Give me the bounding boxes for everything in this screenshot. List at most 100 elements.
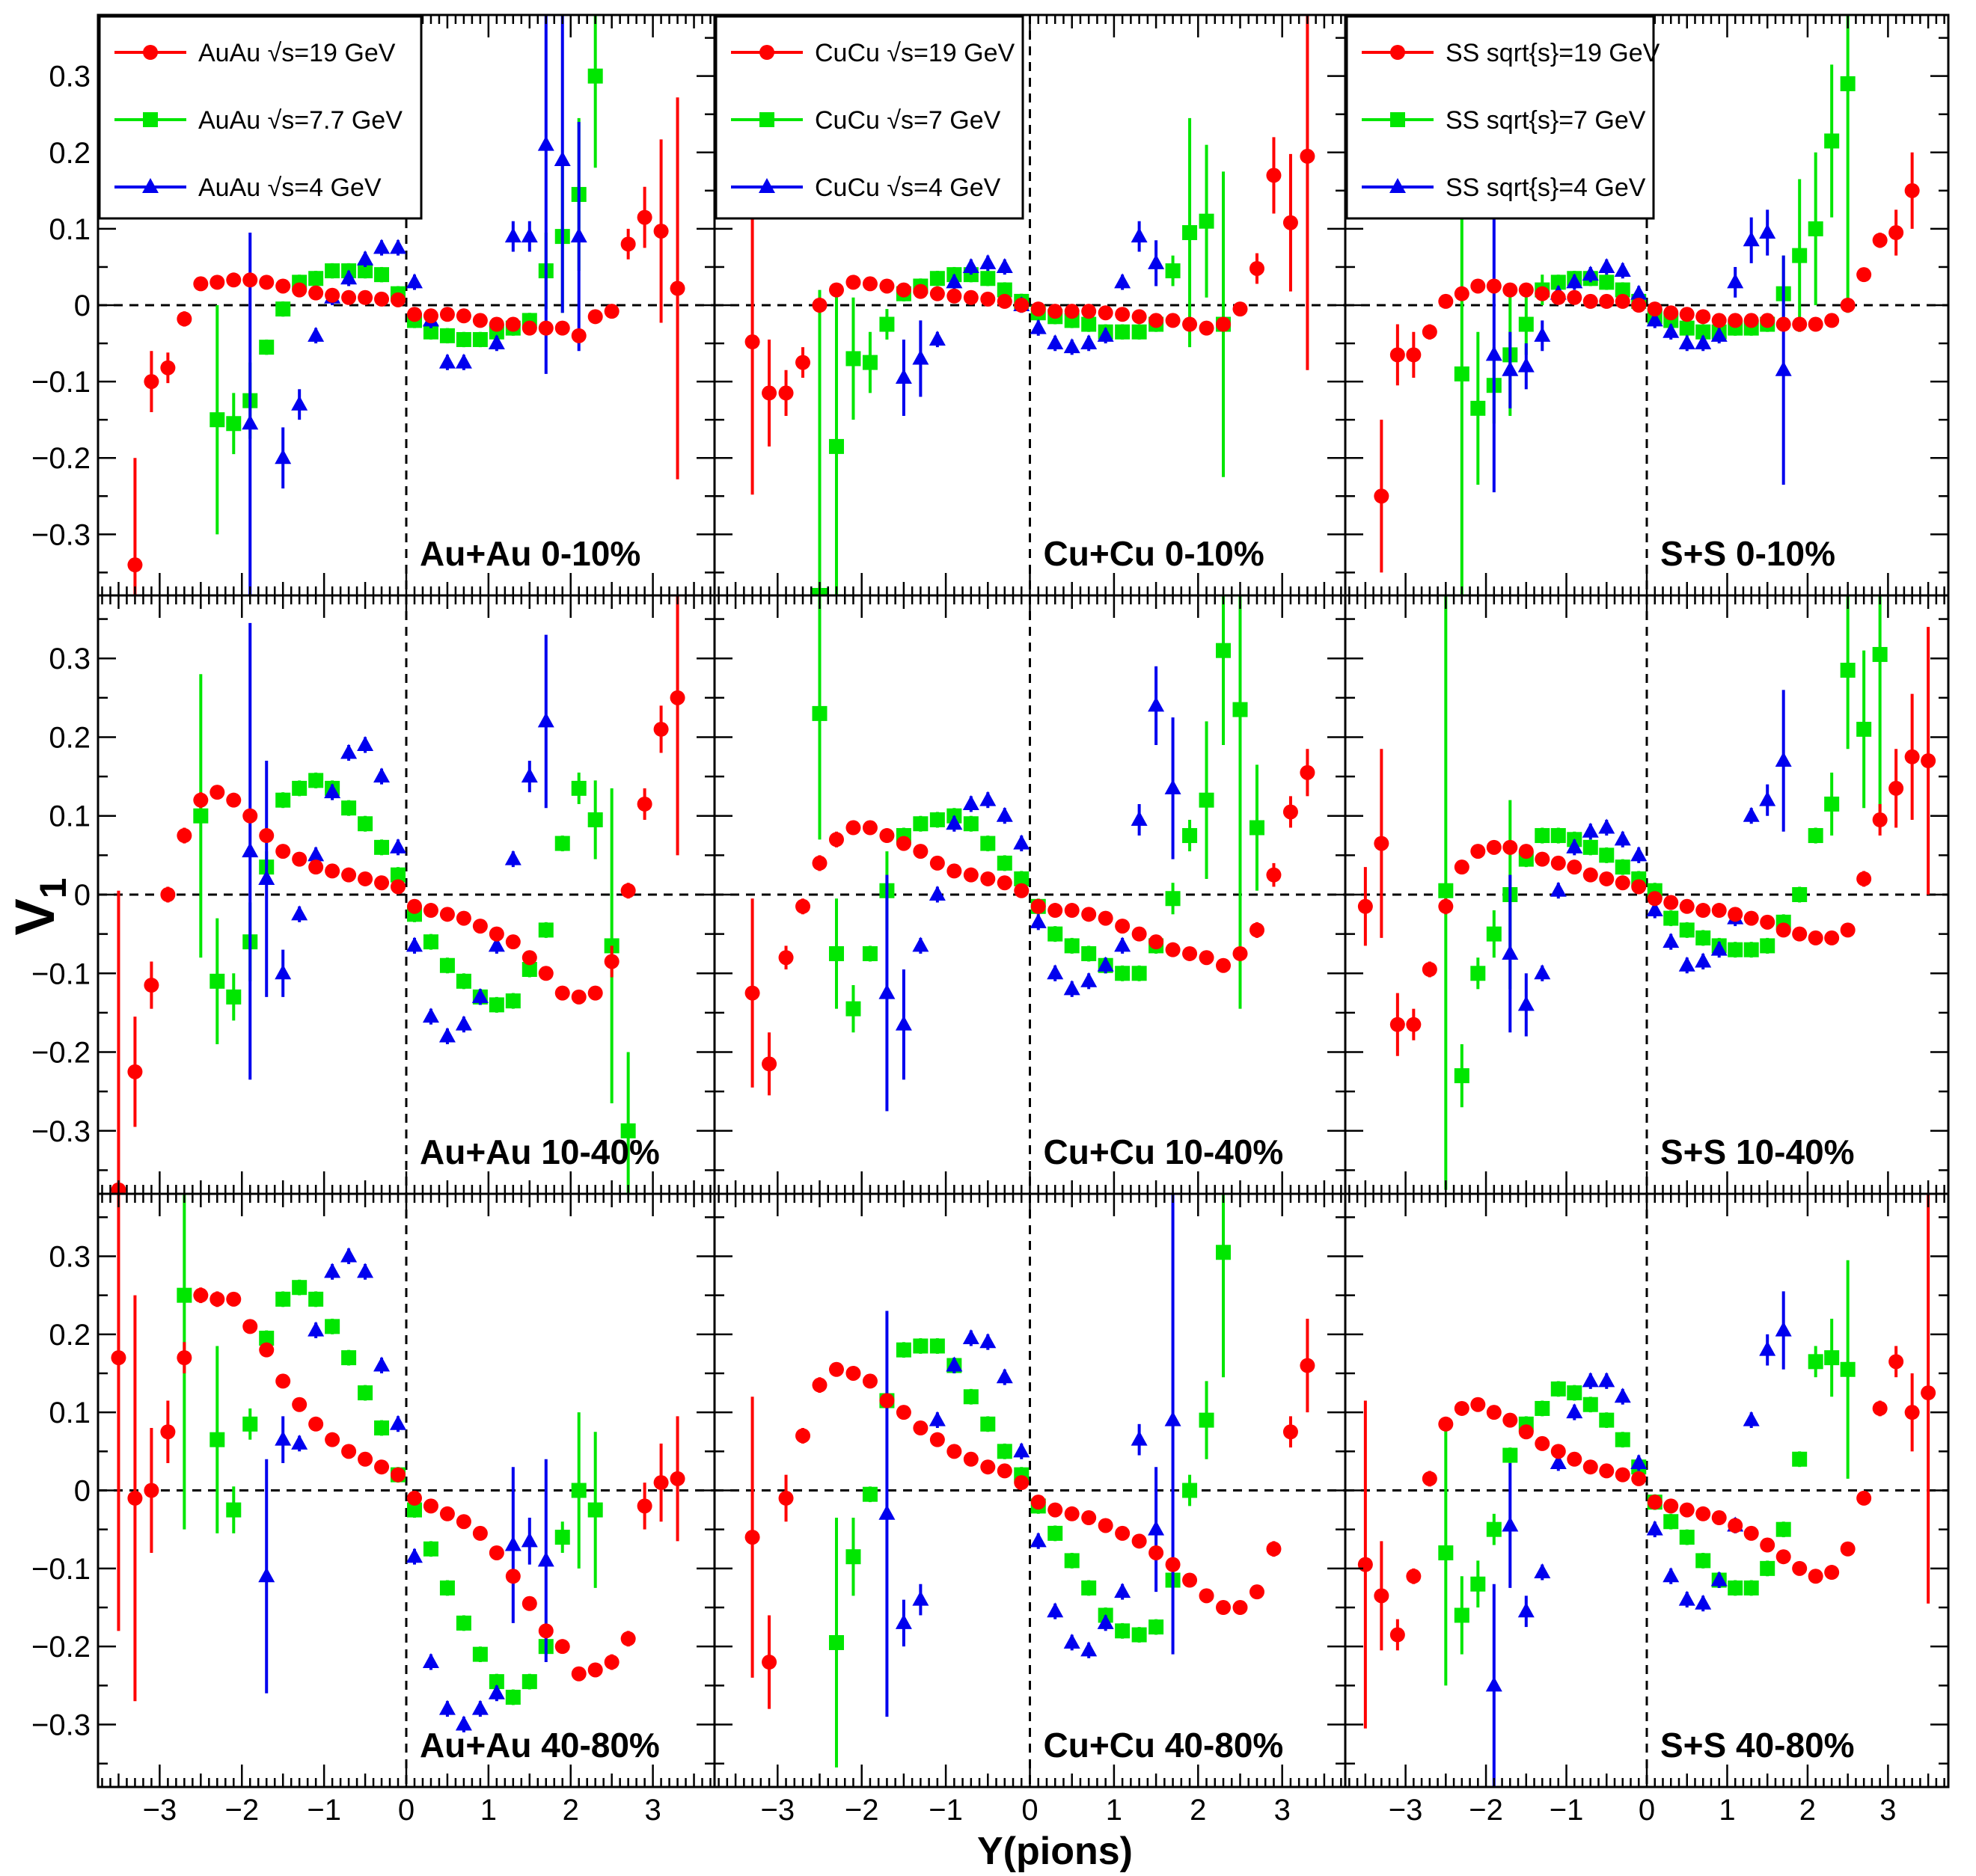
data-point-square	[177, 1287, 192, 1303]
data-point-circle	[144, 978, 159, 993]
data-point-circle	[744, 1530, 760, 1545]
data-point-triangle	[1663, 322, 1680, 338]
data-point-circle	[1888, 780, 1904, 796]
legend-label: AuAu √s=7.7 GeV	[198, 106, 403, 135]
data-point-circle	[1728, 313, 1743, 328]
data-point-triangle	[1759, 791, 1776, 806]
data-point-square	[456, 973, 471, 989]
data-point-square	[845, 351, 861, 367]
data-point-triangle	[1598, 818, 1615, 834]
data-point-circle	[127, 1490, 143, 1506]
data-point-circle	[1148, 934, 1164, 950]
data-point-circle	[521, 1595, 537, 1611]
x-tick-label: 0	[1021, 1794, 1038, 1827]
data-point-circle	[1182, 1572, 1198, 1588]
data-point-circle	[997, 875, 1012, 891]
data-point-triangle	[422, 1008, 439, 1023]
data-point-circle	[1030, 1495, 1046, 1510]
data-point-circle	[1486, 1405, 1502, 1420]
data-point-square	[423, 934, 438, 950]
data-point-square	[1792, 248, 1808, 263]
data-point-square	[308, 773, 324, 788]
y-tick-label: 0.1	[49, 213, 91, 246]
data-point-circle	[1470, 1397, 1486, 1412]
data-point-circle	[341, 867, 357, 883]
data-point-circle	[812, 298, 828, 313]
data-point-square	[391, 867, 406, 883]
data-point-circle	[456, 910, 471, 926]
data-point-triangle	[340, 1247, 358, 1263]
data-point-circle	[744, 985, 760, 1001]
y-tick-label: −0.2	[31, 442, 91, 475]
data-point-square	[812, 705, 828, 721]
data-point-triangle	[258, 1567, 275, 1583]
data-point-triangle	[357, 736, 374, 751]
data-point-circle	[341, 289, 357, 305]
data-point-circle	[1792, 316, 1808, 332]
data-point-circle	[1115, 1525, 1131, 1541]
x-tick-label: 3	[1879, 1794, 1896, 1827]
data-point-triangle	[946, 1356, 963, 1372]
data-point-circle	[275, 1373, 291, 1389]
data-point-circle	[1775, 316, 1791, 332]
data-point-triangle	[1582, 266, 1599, 281]
data-point-circle	[554, 320, 570, 336]
data-point-triangle	[962, 794, 979, 810]
data-point-circle	[828, 832, 844, 847]
data-point-circle	[160, 1424, 176, 1440]
data-point-triangle	[438, 1027, 456, 1043]
data-point-circle	[1599, 1463, 1615, 1479]
panel-plot-area	[98, 15, 715, 595]
data-point-square	[997, 282, 1012, 298]
data-point-circle	[1872, 1400, 1888, 1416]
frame	[97, 13, 1950, 1788]
data-point-triangle	[1695, 334, 1712, 350]
data-point-triangle	[275, 1430, 292, 1446]
data-point-circle	[1518, 282, 1534, 298]
data-point-triangle	[537, 1551, 554, 1567]
data-point-circle	[1888, 225, 1904, 240]
data-point-circle	[1232, 945, 1248, 961]
data-point-circle	[292, 851, 308, 867]
data-point-circle	[670, 281, 685, 296]
data-point-circle	[1081, 1510, 1097, 1526]
data-point-square	[1840, 663, 1856, 678]
data-point-square	[456, 331, 471, 347]
data-point-circle	[275, 278, 291, 294]
data-point-square	[358, 1385, 373, 1401]
data-point-square	[308, 1291, 324, 1307]
data-point-circle	[1775, 922, 1791, 938]
data-point-square	[472, 331, 488, 347]
legend-marker-circle	[759, 45, 774, 60]
data-point-circle	[980, 871, 996, 886]
data-point-square	[275, 1291, 291, 1307]
data-point-square	[1792, 887, 1808, 902]
data-point-circle	[160, 360, 176, 375]
data-point-circle	[1438, 898, 1454, 914]
data-point-triangle	[1678, 334, 1695, 350]
panel-plot-area	[98, 1194, 715, 1787]
data-point-circle	[946, 863, 962, 879]
data-point-triangle	[357, 250, 374, 266]
y-tick-label: 0	[74, 879, 91, 912]
data-point-circle	[1454, 286, 1469, 301]
data-point-circle	[1030, 898, 1046, 914]
data-point-triangle	[912, 349, 929, 365]
panel-label: Au+Au 0-10%	[420, 534, 640, 573]
data-point-triangle	[1534, 964, 1551, 980]
data-point-square	[1760, 1560, 1775, 1576]
data-point-triangle	[1013, 834, 1030, 850]
series-circle	[111, 1194, 685, 1702]
panel-6: Au+Au 40-80%	[98, 1194, 715, 1787]
x-tick-label: 2	[1799, 1794, 1816, 1827]
data-point-circle	[1014, 1475, 1030, 1491]
data-point-triangle	[1148, 696, 1165, 712]
data-point-circle	[489, 1545, 504, 1560]
data-point-circle	[1792, 1560, 1808, 1576]
data-point-triangle	[1566, 838, 1583, 853]
data-point-circle	[1064, 903, 1080, 919]
data-point-triangle	[554, 151, 571, 166]
series-triangle	[878, 1194, 1181, 1717]
data-point-square	[1047, 926, 1063, 942]
series-triangle	[258, 1247, 554, 1732]
